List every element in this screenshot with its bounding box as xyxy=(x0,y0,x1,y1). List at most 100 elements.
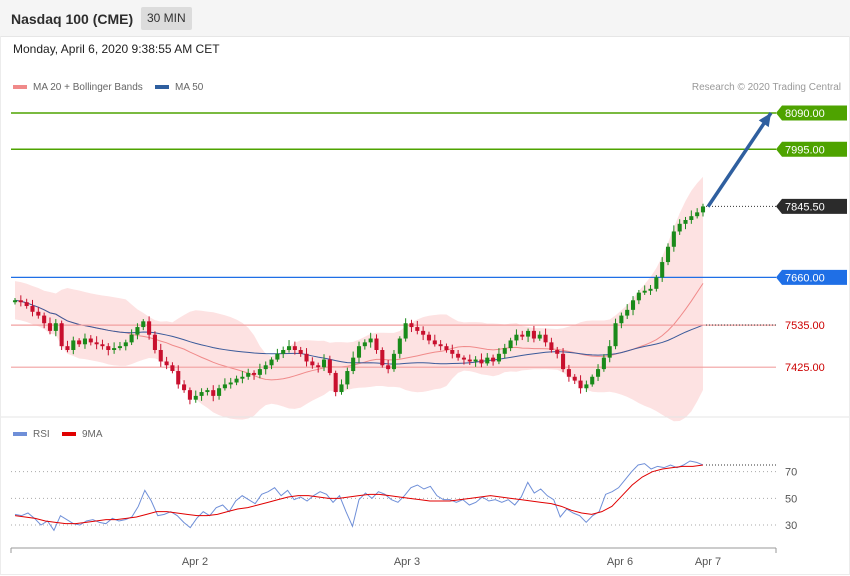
level-tag xyxy=(776,269,847,285)
candle-body xyxy=(310,361,315,366)
candle-body xyxy=(496,353,501,362)
candle-body xyxy=(77,340,82,345)
candle-body xyxy=(187,390,192,400)
level-label: 7845.50 xyxy=(785,201,825,213)
instrument-title: Nasdaq 100 (CME) xyxy=(11,11,134,27)
legend-label-9ma: 9MA xyxy=(82,429,103,440)
candle-body xyxy=(473,359,478,362)
legend-swatch-ma50 xyxy=(155,85,169,89)
ma20-line xyxy=(14,283,704,381)
level-label: 7425.00 xyxy=(785,362,825,374)
candle-body xyxy=(531,330,536,339)
candle-body xyxy=(415,327,420,331)
candle-body xyxy=(566,369,571,377)
candle-body xyxy=(292,346,297,350)
candle-body xyxy=(555,350,560,354)
candle-body xyxy=(695,212,700,217)
candle-body xyxy=(53,323,58,331)
candle-body xyxy=(147,321,152,335)
candle-body xyxy=(491,357,496,362)
candle-body xyxy=(257,369,262,375)
candle-body xyxy=(421,330,426,335)
rsi-ma-line xyxy=(14,464,704,525)
candle-body xyxy=(514,334,519,341)
candle-body xyxy=(141,321,146,328)
copyright-text: Research © 2020 Trading Central xyxy=(692,82,841,93)
candle-body xyxy=(234,378,239,383)
x-tick-label: Apr 6 xyxy=(607,556,633,568)
candle-body xyxy=(36,311,41,316)
candle-body xyxy=(205,390,210,393)
level-tag xyxy=(776,105,847,121)
candle-body xyxy=(18,300,23,303)
candle-body xyxy=(438,344,443,347)
candle-body xyxy=(683,220,688,224)
candle-body xyxy=(561,353,566,370)
candle-body xyxy=(112,348,117,350)
candle-body xyxy=(123,342,128,347)
candle-body xyxy=(24,302,29,307)
candle-body xyxy=(677,223,682,232)
candle-body xyxy=(625,309,630,316)
candle-body xyxy=(333,372,338,393)
candle-body xyxy=(304,353,309,362)
candle-body xyxy=(543,334,548,343)
candle-body xyxy=(549,342,554,350)
candle-body xyxy=(526,330,531,337)
candle-body xyxy=(71,340,76,350)
candle-body xyxy=(88,338,93,343)
level-label: 8090.00 xyxy=(785,108,825,120)
candle-body xyxy=(199,392,204,396)
candle-body xyxy=(391,353,397,370)
candle-body xyxy=(339,384,344,393)
candle-body xyxy=(217,388,222,396)
candle-body xyxy=(275,353,280,360)
candle-body xyxy=(642,290,647,293)
candle-body xyxy=(240,376,245,379)
bollinger-band xyxy=(15,176,703,422)
candle-body xyxy=(351,357,356,372)
candle-body xyxy=(479,359,484,364)
level-tag xyxy=(776,141,847,157)
candle-body xyxy=(158,350,163,362)
candle-body xyxy=(129,334,134,343)
rsi-tick-label: 70 xyxy=(785,467,797,479)
candle-body xyxy=(345,371,350,385)
candle-body xyxy=(106,346,111,350)
candle-body xyxy=(485,357,490,364)
candle-body xyxy=(590,376,595,385)
candle-body xyxy=(450,350,455,354)
level-label: 7995.00 xyxy=(785,144,825,156)
candle-body xyxy=(444,346,449,350)
candle-body xyxy=(671,231,676,247)
candle-body xyxy=(613,323,618,347)
candle-body xyxy=(380,350,385,366)
candle-body xyxy=(252,372,257,375)
candle-body xyxy=(432,340,437,345)
candle-body xyxy=(368,338,373,343)
chart-datetime: Monday, April 6, 2020 9:38:55 AM CET xyxy=(13,42,220,56)
x-tick-label: Apr 3 xyxy=(394,556,420,568)
candle-body xyxy=(619,315,624,324)
candle-body xyxy=(508,340,513,349)
candle-body xyxy=(211,390,216,396)
candle-body xyxy=(228,382,233,385)
candle-body xyxy=(182,384,187,391)
candle-body xyxy=(42,315,47,324)
candle-body xyxy=(286,346,292,350)
candle-body xyxy=(374,338,379,350)
candle-body xyxy=(176,371,181,385)
candle-body xyxy=(386,365,391,370)
candle-body xyxy=(578,380,583,389)
candle-body xyxy=(30,306,35,312)
level-label: 7660.00 xyxy=(785,272,825,284)
candle-body xyxy=(520,334,525,337)
candle-body xyxy=(316,365,321,368)
candle-body xyxy=(82,338,88,345)
candle-body xyxy=(537,334,542,339)
candle-body xyxy=(689,216,694,220)
candle-body xyxy=(648,288,653,291)
legend-swatch-9ma xyxy=(62,432,76,436)
candle-body xyxy=(456,353,461,358)
timeframe-button[interactable]: 30 MIN xyxy=(141,7,192,30)
